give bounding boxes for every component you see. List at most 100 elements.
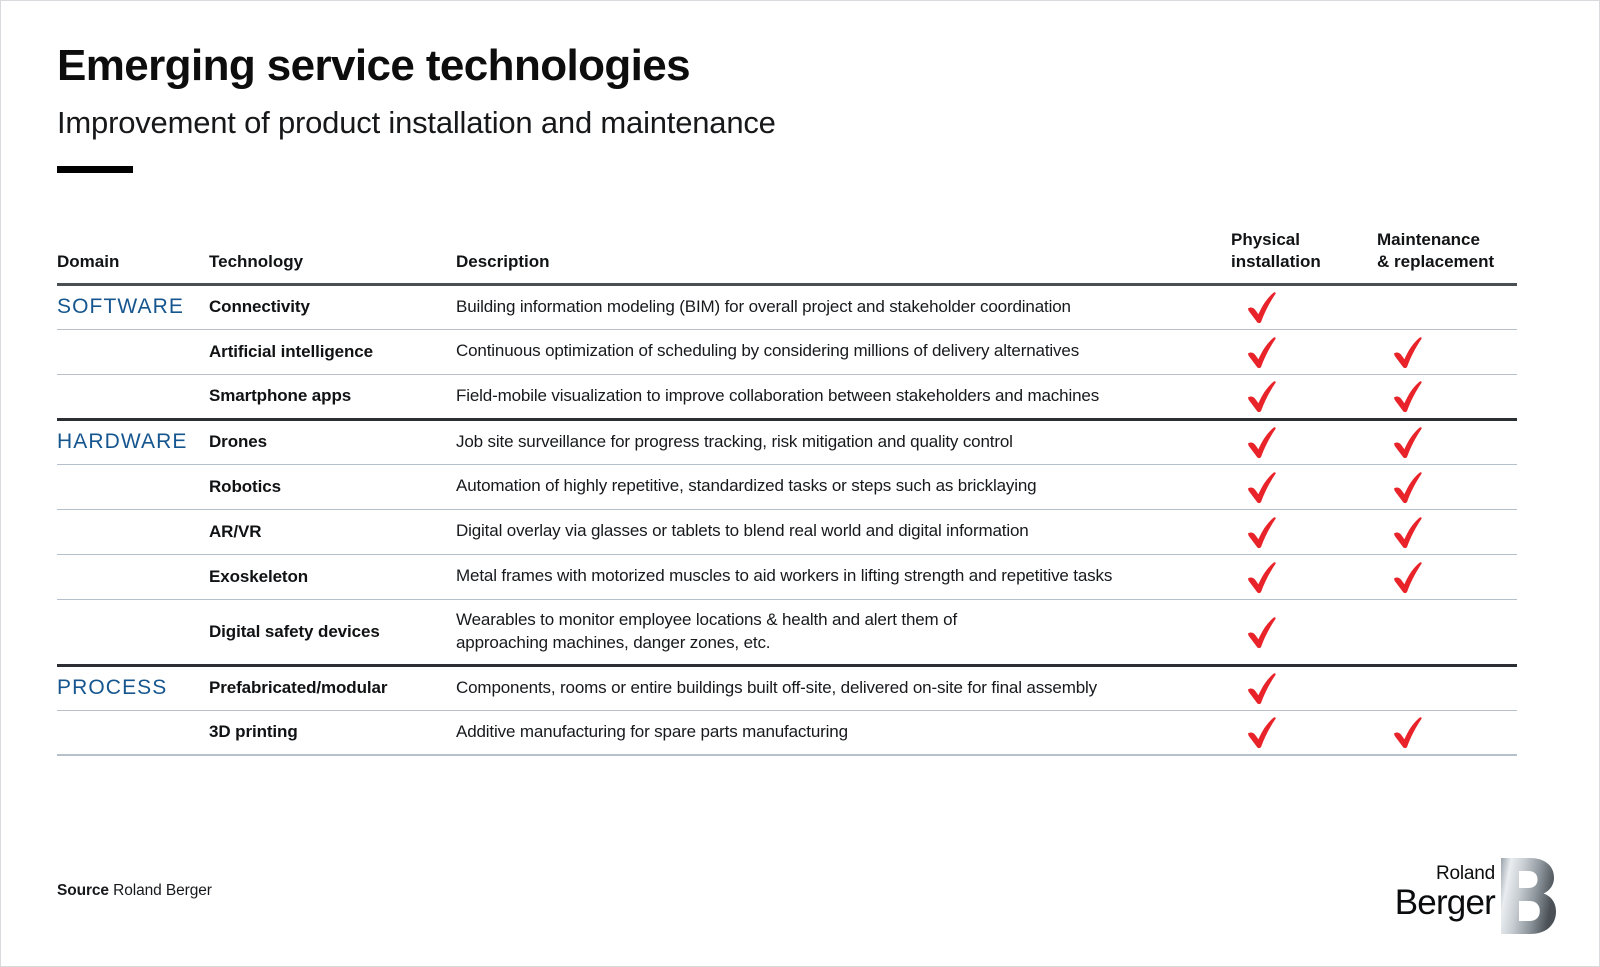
cell-description: Components, rooms or entire buildings bu…: [456, 663, 1231, 710]
checkmark-icon: [1394, 427, 1422, 459]
cell-description: Automation of highly repetitive, standar…: [456, 463, 1231, 509]
domain-label: PROCESS: [57, 676, 168, 699]
column-header-maintenance-line2: & replacement: [1377, 251, 1495, 271]
cell-maintenance-replacement: [1377, 282, 1517, 329]
checkmark-icon: [1248, 561, 1276, 593]
column-header-physical-installation: Physical installation: [1231, 229, 1377, 284]
checkmark-icon: [1394, 381, 1422, 413]
table-row: AR/VR Digital overlay via glasses or tabl…: [57, 508, 1517, 554]
cell-physical-installation: [1231, 373, 1377, 419]
roland-berger-logo: Roland Berger: [1395, 856, 1557, 944]
description-text: Continuous optimization of scheduling by…: [456, 340, 1231, 363]
checkmark-icon: [1248, 427, 1276, 459]
technology-label: Digital safety devices: [209, 621, 380, 641]
table-row: HARDWARE Drones Job site surveillance for …: [57, 417, 1517, 464]
technology-label: Smartphone apps: [209, 386, 352, 405]
description-text: Building information modeling (BIM) for …: [456, 296, 1231, 319]
table-bottom-rule: [57, 754, 1517, 757]
logo-line-roland: Roland: [1435, 863, 1495, 884]
cell-technology: 3D printing: [209, 709, 456, 755]
cell-domain: [57, 463, 209, 509]
slide-header: Emerging service technologies Improvemen…: [57, 41, 1517, 174]
checkmark-icon: [1248, 292, 1276, 324]
description-text: Field-mobile visualization to improve co…: [456, 385, 1231, 408]
cell-description: Additive manufacturing for spare parts m…: [456, 709, 1231, 755]
cell-physical-installation: [1231, 598, 1377, 665]
cell-physical-installation: [1231, 663, 1377, 710]
cell-description: Metal frames with motorized muscles to a…: [456, 553, 1231, 599]
cell-physical-installation: [1231, 417, 1377, 464]
technology-label: 3D printing: [209, 722, 298, 742]
cell-physical-installation: [1231, 709, 1377, 755]
column-header-physical-installation-line1: Physical: [1231, 230, 1300, 249]
description-line1: Components, rooms or entire buildings bu…: [456, 677, 1098, 697]
checkmark-icon: [1248, 336, 1276, 368]
description-text: Wearables to monitor employee locations …: [456, 609, 1231, 655]
cell-physical-installation: [1231, 553, 1377, 599]
cell-maintenance-replacement: [1377, 508, 1517, 554]
cell-physical-installation: [1231, 282, 1377, 329]
description-text: Automation of highly repetitive, standar…: [456, 475, 1231, 498]
cell-maintenance-replacement: [1377, 598, 1517, 665]
cell-description: Wearables to monitor employee locations …: [456, 598, 1231, 665]
description-text: Components, rooms or entire buildings bu…: [456, 677, 1231, 700]
cell-domain: SOFTWARE: [57, 282, 209, 329]
title-accent-bar: [57, 166, 133, 174]
table-row: Exoskeleton Metal frames with motorized m…: [57, 553, 1517, 599]
column-header-domain: Domain: [57, 251, 120, 271]
cell-domain: PROCESS: [57, 663, 209, 710]
checkmark-icon: [1394, 717, 1422, 749]
description-line1: Continuous optimization of scheduling by…: [456, 341, 1080, 361]
cell-technology: Drones: [209, 417, 456, 464]
table-row: Smartphone apps Field-mobile visualizatio…: [57, 373, 1517, 419]
cell-domain: HARDWARE: [57, 417, 209, 464]
description-text: Additive manufacturing for spare parts m…: [456, 721, 1231, 744]
checkmark-icon: [1394, 471, 1422, 503]
table-row: Robotics Automation of highly repetitive,…: [57, 463, 1517, 509]
cell-technology: Robotics: [209, 463, 456, 509]
description-text: Metal frames with motorized muscles to a…: [456, 565, 1231, 588]
column-header-physical-installation-line2: installation: [1231, 251, 1321, 271]
cell-domain: [57, 598, 209, 665]
technology-label: AR/VR: [209, 521, 262, 541]
cell-maintenance-replacement: [1377, 663, 1517, 710]
description-line1: Field-mobile visualization to improve co…: [456, 385, 1100, 405]
checkmark-icon: [1394, 336, 1422, 368]
page-title: Emerging service technologies: [57, 41, 691, 90]
cell-description: Building information modeling (BIM) for …: [456, 282, 1231, 329]
description-line1: Metal frames with motorized muscles to a…: [456, 566, 1113, 586]
cell-technology: Artificial intelligence: [209, 328, 456, 374]
cell-physical-installation: [1231, 508, 1377, 554]
table-row: Digital safety devices Wearables to monit…: [57, 598, 1517, 665]
cell-maintenance-replacement: [1377, 373, 1517, 419]
cell-technology: AR/VR: [209, 508, 456, 554]
checkmark-icon: [1248, 381, 1276, 413]
technology-label: Exoskeleton: [209, 566, 309, 586]
checkmark-icon: [1394, 561, 1422, 593]
cell-maintenance-replacement: [1377, 709, 1517, 755]
technology-label: Artificial intelligence: [209, 341, 373, 361]
technology-label: Prefabricated/modular: [209, 678, 388, 697]
table-row: Artificial intelligence Continuous optimi…: [57, 328, 1517, 374]
description-text: Digital overlay via glasses or tablets t…: [456, 520, 1231, 543]
table-row: PROCESS Prefabricated/modular Components, …: [57, 663, 1517, 710]
cell-maintenance-replacement: [1377, 417, 1517, 464]
domain-label: SOFTWARE: [57, 295, 185, 318]
cell-physical-installation: [1231, 328, 1377, 374]
table-bottom-rule-cell: [57, 754, 1517, 757]
description-line1: Job site surveillance for progress track…: [456, 431, 1013, 451]
cell-technology: Digital safety devices: [209, 598, 456, 665]
cell-description: Continuous optimization of scheduling by…: [456, 328, 1231, 374]
technology-label: Robotics: [209, 476, 281, 496]
checkmark-icon: [1248, 616, 1276, 648]
checkmark-icon: [1248, 471, 1276, 503]
page-subtitle: Improvement of product installation and …: [57, 105, 776, 141]
table-row: 3D printing Additive manufacturing for sp…: [57, 709, 1517, 755]
column-header-description: Description: [456, 251, 550, 271]
cell-domain: [57, 508, 209, 554]
cell-maintenance-replacement: [1377, 553, 1517, 599]
column-header-technology: Technology: [209, 251, 304, 271]
source-label: Source: [57, 882, 109, 899]
cell-domain: [57, 328, 209, 374]
